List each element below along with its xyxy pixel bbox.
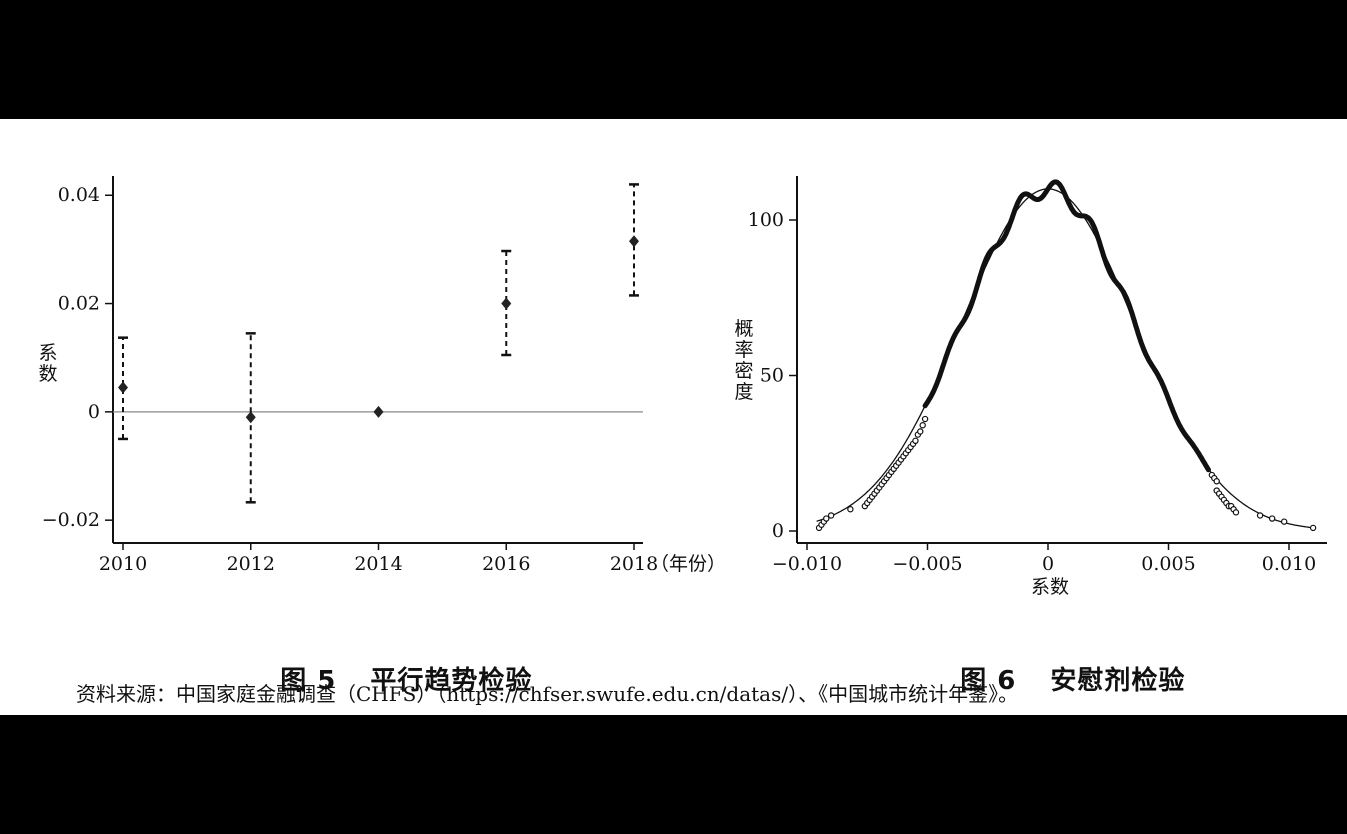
source-note: 资料来源：中国家庭金融调查（CHFS）（https://chfser.swufe… (76, 682, 1019, 706)
figure-6-y-tick-label: 0 (772, 520, 784, 542)
figure-6-sample-point (1309, 524, 1317, 532)
figure-5-point (501, 297, 512, 310)
figure-5-caption-text: 平行趋势检验 (370, 666, 533, 696)
figure-6-sample-point (1280, 518, 1288, 525)
figure-5-y-tick-label: 0 (88, 401, 100, 423)
figure-5-x-tick-label: 2010 (99, 553, 147, 575)
figure-6-caption-text: 安慰剂检验 (1050, 666, 1186, 696)
figure-6-sample-point (1268, 515, 1276, 522)
figure-6-sample-point (917, 428, 924, 435)
figure-5-point (629, 235, 639, 248)
figure-6-x-tick-label: 0.010 (1262, 553, 1316, 575)
figure-6-caption: 图 6 安慰剂检验 (920, 630, 1185, 727)
figure-5-coefficient-plot: −0.02 0 0.02 0.04 2010 2012 2014 2016 2018（年份） 系数 (38, 176, 726, 575)
figure-6-density-plot: 0 50 100 −0.010 −0.005 0 0.005 0.010 系数 概率密度 (734, 176, 1327, 598)
figure-6-y-axis-label: 概率密度 (734, 318, 753, 403)
figure-5-point (373, 405, 384, 418)
figure-6-y-tick-label: 100 (748, 209, 784, 231)
figure-5-y-axis-label: 系数 (38, 342, 57, 385)
figure-6-sample-point (847, 506, 854, 513)
figure-6-density-band (922, 179, 1211, 473)
figure-6-normal-fit-curve (816, 188, 1316, 529)
figure-6-x-tick-label: −0.005 (892, 553, 962, 575)
figure-6-y-tick-label: 50 (760, 365, 784, 387)
figure-5-y-tick-label: 0.04 (58, 184, 100, 206)
figure-5-x-tick-label: 2018 (610, 553, 658, 575)
figure-6-x-tick-label: −0.010 (772, 553, 842, 575)
figure-6-sample-point (919, 422, 926, 429)
figure-6-x-tick-label: 0 (1042, 553, 1054, 575)
figure-5-x-axis-label: （年份） (650, 553, 726, 575)
figure-5-x-tick-label: 2012 (227, 553, 275, 575)
chart-canvas: −0.02 0 0.02 0.04 2010 2012 2014 2016 2018（年份） 系数… (38, 176, 1327, 598)
figure-5-caption-number: 图 5 (280, 666, 337, 696)
figure-6-sample-point (1213, 478, 1220, 485)
figure-5-y-tick-label: −0.02 (42, 509, 100, 531)
figure-6-sample-point (1232, 509, 1240, 516)
figure-6-sample-point (921, 415, 929, 423)
figure-5-caption: 图 5 平行趋势检验 (240, 630, 532, 727)
figure-6-x-axis-label: 系数 (1031, 576, 1069, 598)
figure-5-point (245, 411, 256, 424)
figure-6-sample-point (827, 512, 835, 519)
figure-5-y-tick-label: 0.02 (58, 293, 100, 315)
figure-panel: −0.02 0 0.02 0.04 2010 2012 2014 2016 2018 （年份） 系数… (0, 119, 1347, 715)
figure-6-x-tick-label: 0.005 (1141, 553, 1195, 575)
figure-5-x-tick-label: 2016 (482, 553, 530, 575)
figure-6-sample-point (823, 515, 830, 522)
figure-6-caption-number: 图 6 (960, 666, 1017, 696)
figure-6-sample-point (912, 437, 919, 445)
figure-6-sample-point (1256, 512, 1264, 519)
figure-5-point (118, 381, 128, 394)
figure-5-x-tick-label: 2014 (354, 553, 402, 575)
